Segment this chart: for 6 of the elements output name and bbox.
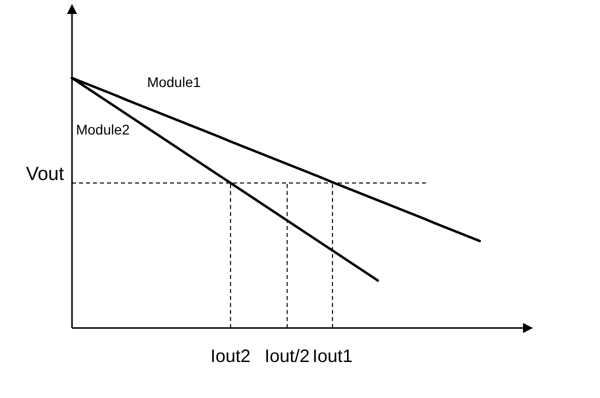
x-tick-label: Iout/2 (264, 346, 310, 366)
ref-line-label: Vout (26, 164, 65, 185)
series-label: Module1 (147, 74, 201, 90)
x-tick-label: Iout2 (210, 346, 251, 366)
series-label: Module2 (76, 122, 130, 138)
x-tick-label: Iout1 (312, 346, 352, 366)
